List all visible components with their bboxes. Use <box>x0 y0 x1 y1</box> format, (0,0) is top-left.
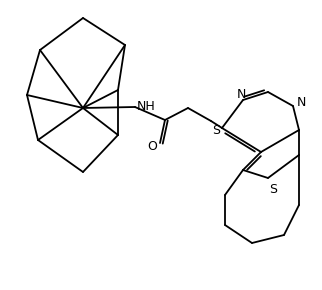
Text: O: O <box>147 140 157 153</box>
Text: NH: NH <box>137 99 156 113</box>
Text: S: S <box>212 124 220 137</box>
Text: N: N <box>236 88 246 102</box>
Text: N: N <box>297 97 306 110</box>
Text: S: S <box>269 183 277 196</box>
